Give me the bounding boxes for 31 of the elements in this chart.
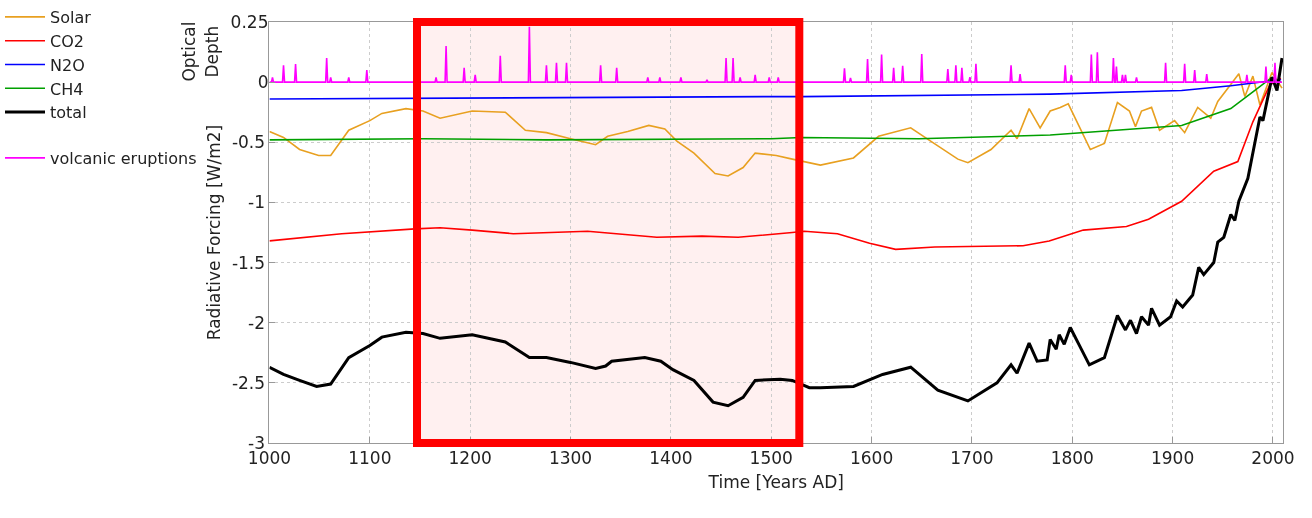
y2-tick-label: 0.25 [230, 11, 269, 32]
x-tick-label: 1000 [247, 448, 292, 469]
legend-label: Solar [50, 8, 92, 28]
x-tick-label: 1500 [749, 448, 793, 469]
line-series [269, 26, 1283, 83]
x-tick-label: 2000 [1251, 448, 1295, 469]
x-tick-label: 1100 [348, 448, 392, 469]
text: Optical Depth [179, 21, 222, 82]
legend-label: volcanic eruptions [50, 149, 197, 169]
legend-label: N2O [50, 55, 85, 75]
line-series [269, 56, 1283, 408]
x-tick-label: 1400 [649, 448, 693, 469]
x-tick-label: 1800 [1050, 448, 1094, 469]
y-tick-label: -2 [248, 312, 266, 333]
y-tick-label: -0.5 [231, 132, 266, 153]
y-tick-label: -2.5 [231, 372, 266, 393]
x-tick-label: 1900 [1150, 448, 1195, 469]
x-tick-label: 1200 [448, 448, 492, 469]
y-axis-title: Radiative Forcing [W/m2] [204, 124, 225, 341]
y2-tick-label: 0 [257, 72, 269, 93]
line-series [269, 78, 1282, 100]
line-series [269, 71, 1283, 177]
y-tick-label: -1 [248, 192, 266, 213]
x-tick-label: 1700 [950, 448, 994, 469]
y-tick-label: -1.5 [231, 252, 266, 273]
x-axis-title: Time [Years AD] [707, 471, 844, 492]
x-tick-label: 1600 [849, 448, 894, 469]
legend-label: CH4 [50, 79, 84, 99]
legend-label: total [50, 103, 87, 123]
x-tick-label: 1300 [548, 448, 593, 469]
legend-label: CO2 [50, 31, 84, 51]
